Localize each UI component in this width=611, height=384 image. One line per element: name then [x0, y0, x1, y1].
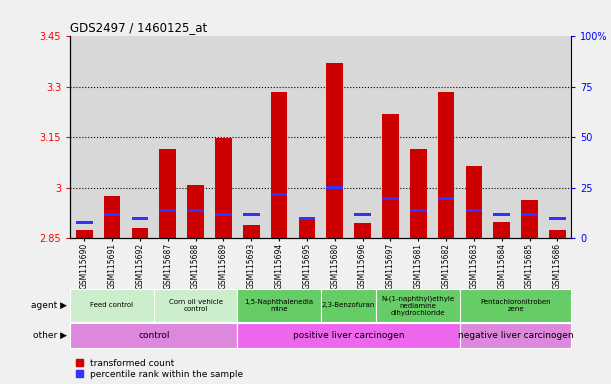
Bar [237, 289, 321, 322]
Bar [549, 217, 566, 220]
Bar [271, 192, 287, 195]
Bar [326, 63, 343, 238]
Bar [466, 209, 482, 212]
Bar [76, 230, 92, 238]
Bar [410, 149, 426, 238]
Bar [460, 289, 571, 322]
Bar [354, 223, 371, 238]
Bar [521, 213, 538, 216]
Bar [354, 213, 371, 216]
Bar [237, 323, 460, 348]
Bar [104, 213, 120, 216]
Bar [271, 92, 287, 238]
Bar [104, 196, 120, 238]
Bar [299, 217, 315, 220]
Text: other ▶: other ▶ [33, 331, 67, 339]
Bar [131, 228, 148, 238]
Text: positive liver carcinogen: positive liver carcinogen [293, 331, 404, 339]
Bar [131, 217, 148, 220]
Text: GDS2497 / 1460125_at: GDS2497 / 1460125_at [70, 21, 208, 34]
Text: control: control [138, 331, 169, 339]
Bar [187, 209, 204, 212]
Bar [321, 289, 376, 322]
Bar [187, 185, 204, 238]
Bar [154, 289, 237, 322]
Text: N-(1-naphthyl)ethyle
nediamine
dihydrochloride: N-(1-naphthyl)ethyle nediamine dihydroch… [382, 295, 455, 316]
Text: Pentachloronitroben
zene: Pentachloronitroben zene [480, 299, 551, 312]
Bar [493, 222, 510, 238]
Bar [215, 138, 232, 238]
Bar [466, 166, 482, 238]
Legend: transformed count, percentile rank within the sample: transformed count, percentile rank withi… [75, 358, 244, 379]
Text: Feed control: Feed control [90, 303, 134, 308]
Bar [159, 149, 176, 238]
Text: negative liver carcinogen: negative liver carcinogen [458, 331, 574, 339]
Bar [382, 114, 399, 238]
Text: agent ▶: agent ▶ [31, 301, 67, 310]
Bar [243, 213, 260, 216]
Bar [382, 197, 399, 200]
Text: 2,3-Benzofuran: 2,3-Benzofuran [322, 303, 375, 308]
Bar [326, 187, 343, 189]
Bar [70, 289, 154, 322]
Bar [437, 197, 455, 200]
Text: Corn oil vehicle
control: Corn oil vehicle control [169, 299, 222, 312]
Bar [299, 218, 315, 238]
Bar [215, 213, 232, 216]
Bar [437, 92, 455, 238]
Bar [76, 221, 92, 224]
Bar [410, 209, 426, 212]
Text: 1,5-Naphthalenedia
mine: 1,5-Naphthalenedia mine [244, 299, 313, 312]
Bar [376, 289, 460, 322]
Bar [70, 323, 237, 348]
Bar [493, 213, 510, 216]
Bar [243, 225, 260, 238]
Bar [549, 230, 566, 238]
Bar [460, 323, 571, 348]
Bar [521, 200, 538, 238]
Bar [159, 209, 176, 212]
